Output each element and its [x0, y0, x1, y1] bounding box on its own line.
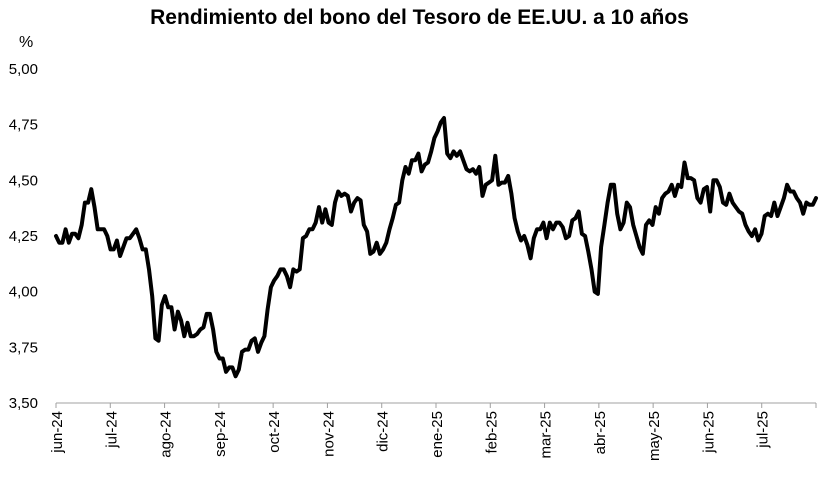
- x-tick-label: jun-25: [700, 411, 717, 454]
- x-tick-label: ene-25: [429, 411, 446, 458]
- y-tick-label: 4,75: [9, 117, 38, 134]
- x-tick-label: feb-25: [483, 411, 500, 454]
- y-tick-label: 3,50: [9, 395, 38, 412]
- x-tick-label: nov-24: [320, 411, 337, 457]
- y-axis-unit-label: %: [19, 34, 34, 51]
- chart-title: Rendimiento del bono del Tesoro de EE.UU…: [150, 6, 689, 29]
- x-tick-label: jul-25: [755, 411, 772, 449]
- series-line: [54, 116, 818, 379]
- y-tick-label: 4,00: [9, 284, 38, 301]
- y-tick-label: 4,50: [9, 172, 38, 189]
- y-tick-label: 5,00: [9, 61, 38, 78]
- y-tick-label: 4,25: [9, 228, 38, 245]
- x-tick-label: abr-25: [592, 411, 609, 454]
- x-tick-label: ago-24: [158, 411, 175, 458]
- x-tick-label: jul-24: [103, 411, 120, 449]
- x-tick-label: dic-24: [375, 411, 392, 452]
- x-tick-label: sep-24: [212, 411, 229, 457]
- x-tick-label: may-25: [646, 411, 663, 461]
- x-tick-label: mar-25: [538, 411, 555, 459]
- x-tick-label: oct-24: [266, 411, 283, 453]
- x-tick-label: jun-24: [49, 411, 66, 454]
- y-tick-label: 3,75: [9, 339, 38, 356]
